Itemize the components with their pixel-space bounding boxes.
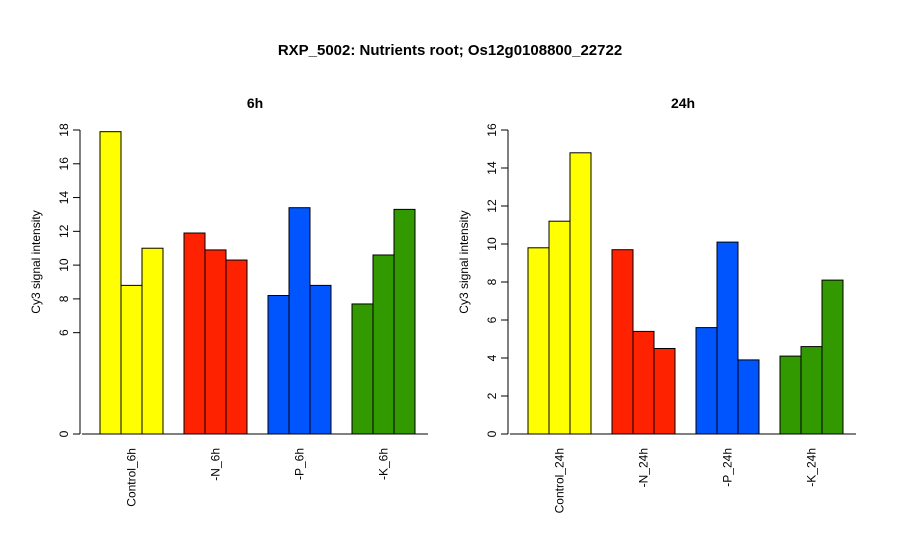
- bar--N_24h-2: [632, 330, 655, 435]
- bar--N_6h-2: [204, 249, 227, 435]
- bar--K_6h-1: [351, 303, 374, 435]
- bar--P_24h-2: [716, 241, 739, 435]
- y-tick-label: 14: [57, 191, 71, 205]
- bar--N_6h-3: [225, 259, 248, 435]
- y-tick-label: 16: [57, 157, 71, 171]
- panel-24h: 24h 0 2 4 6 8 10 12 14 16 Cy3 signal intensity Cont…: [457, 95, 856, 513]
- bar--N_24h-3: [653, 348, 676, 435]
- bar-Control_24h-1: [527, 247, 550, 435]
- bar-Control_24h-2: [548, 220, 571, 435]
- category-label: Control_24h: [553, 448, 567, 513]
- bar-Control_24h-3: [569, 152, 592, 435]
- category-label: -N_6h: [209, 448, 223, 481]
- bar--K_24h-3: [821, 279, 844, 435]
- bar--P_6h-1: [267, 295, 290, 435]
- panel-6h: 6h 0 6 8 10 12 14 16 18 Cy3 signal intensity Contr…: [29, 95, 428, 507]
- bar--K_6h-2: [372, 254, 395, 435]
- y-axis-label: Cy3 signal intensity: [457, 210, 471, 313]
- y-tick-label: 2: [485, 392, 499, 399]
- panel-title: 24h: [671, 95, 695, 111]
- bar--K_24h-1: [779, 355, 802, 435]
- category-label: -K_24h: [805, 448, 819, 487]
- y-tick-label: 12: [57, 224, 71, 238]
- y-tick-label: 12: [485, 199, 499, 213]
- bar-Control_6h-1: [99, 131, 122, 435]
- category-label: -P_6h: [293, 448, 307, 480]
- y-tick-label: 6: [485, 316, 499, 323]
- y-axis-label: Cy3 signal intensity: [29, 210, 43, 313]
- category-label: -K_6h: [377, 448, 391, 480]
- bar--K_24h-2: [800, 346, 823, 435]
- bar--N_6h-1: [183, 232, 206, 435]
- bar-Control_6h-3: [141, 247, 164, 435]
- bar--P_24h-3: [737, 359, 760, 435]
- bar--K_6h-3: [393, 208, 416, 435]
- bar--P_6h-2: [288, 207, 311, 435]
- y-tick-label: 10: [485, 237, 499, 251]
- y-tick-label: 16: [485, 123, 499, 137]
- bar--N_24h-1: [611, 249, 634, 435]
- y-tick-label: 8: [485, 278, 499, 285]
- main-title: RXP_5002: Nutrients root; Os12g0108800_2…: [278, 42, 622, 59]
- panel-title: 6h: [247, 95, 263, 111]
- y-tick-label: 14: [485, 161, 499, 175]
- category-label: -P_24h: [721, 448, 735, 487]
- category-label: -N_24h: [637, 448, 651, 487]
- y-tick-label: 18: [57, 123, 71, 137]
- y-tick-label: 8: [57, 295, 71, 302]
- y-tick-label: 0: [57, 430, 71, 437]
- y-tick-label: 4: [485, 354, 499, 361]
- y-tick-label: 6: [57, 329, 71, 336]
- y-tick-label: 0: [485, 430, 499, 437]
- bar--P_6h-3: [309, 284, 332, 435]
- bar-Control_6h-2: [120, 284, 143, 435]
- y-tick-label: 10: [57, 258, 71, 272]
- bar--P_24h-1: [695, 327, 718, 435]
- category-label: Control_6h: [125, 448, 139, 507]
